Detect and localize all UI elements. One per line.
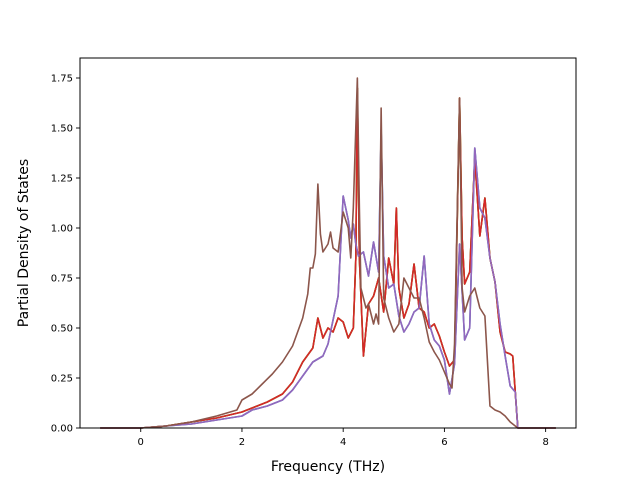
x-tick-label: 4: [340, 437, 346, 448]
series-line-6: [100, 77, 556, 429]
y-ticks: 0.00 0.25 0.50 0.75 1.00 1.25 1.50 1.75: [51, 74, 80, 435]
x-axis-label: Frequency (THz): [271, 459, 385, 475]
y-tick-label: 0.75: [51, 274, 73, 285]
x-tick-label: 6: [441, 437, 447, 448]
series-line-4: [100, 87, 556, 429]
y-tick-label: 1.25: [51, 174, 73, 185]
y-tick-label: 0.00: [51, 424, 73, 435]
y-tick-label: 1.75: [51, 74, 73, 85]
y-tick-label: 1.00: [51, 224, 73, 235]
y-tick-label: 0.50: [51, 324, 73, 335]
y-tick-label: 0.25: [51, 374, 73, 385]
x-ticks: 0 2 4 6 8: [138, 428, 549, 448]
axes-frame: [79, 57, 577, 429]
y-tick-label: 1.50: [51, 124, 73, 135]
series-line-5: [100, 129, 556, 429]
y-axis-label: Partial Density of States: [16, 159, 32, 327]
x-tick-label: 0: [138, 437, 144, 448]
series-layer: [100, 77, 556, 429]
x-tick-label: 8: [542, 437, 548, 448]
x-tick-label: 2: [239, 437, 245, 448]
